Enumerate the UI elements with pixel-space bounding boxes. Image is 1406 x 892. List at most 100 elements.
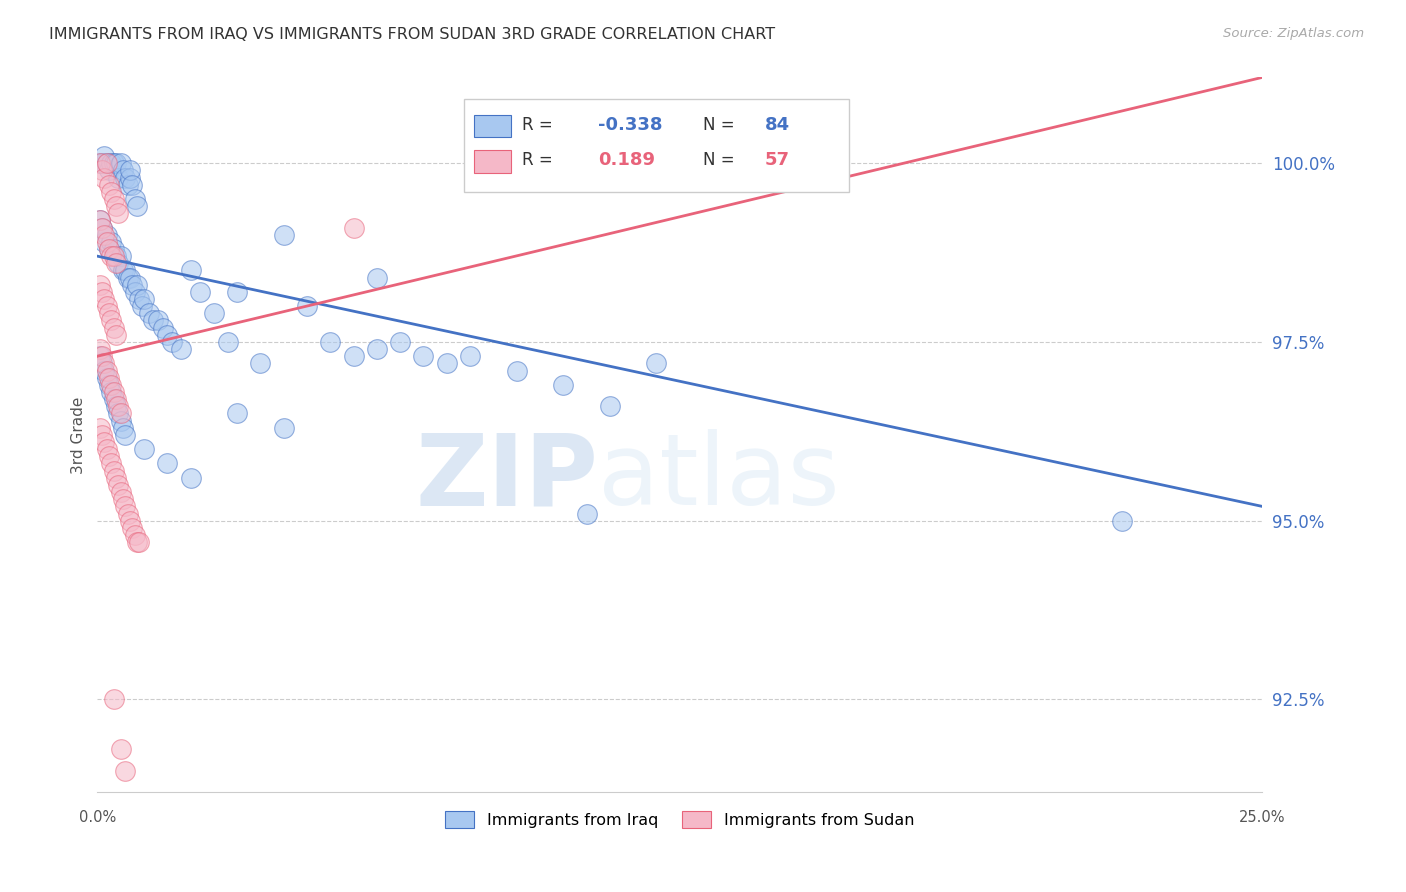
Point [180,263,202,277]
Point [98,242,121,256]
Point [100,235,122,249]
Point [100,313,122,327]
Point [188,285,211,299]
Point [575,507,598,521]
Point [249,356,271,370]
Point [89,421,111,435]
Point [103,242,125,256]
Point [100,377,122,392]
Point [138,306,160,320]
Point [96,235,118,249]
Text: IMMIGRANTS FROM IRAQ VS IMMIGRANTS FROM SUDAN 3RD GRADE CORRELATION CHART: IMMIGRANTS FROM IRAQ VS IMMIGRANTS FROM … [49,27,775,42]
Point [319,334,342,349]
Point [93,435,115,450]
Point [505,363,527,377]
Point [142,313,165,327]
Point [366,342,388,356]
Point [89,342,111,356]
Point [124,192,146,206]
Point [100,156,122,170]
Text: R =: R = [523,116,558,134]
Point [110,406,132,420]
Point [128,292,150,306]
Point [553,377,575,392]
Point [114,170,136,185]
Text: 0.189: 0.189 [598,152,655,169]
Point [93,292,115,306]
Point [89,277,111,292]
Point [98,306,121,320]
Point [125,199,148,213]
Point [104,399,127,413]
Text: 0.0%: 0.0% [79,810,115,825]
Point [93,149,115,163]
Point [104,156,127,170]
Point [98,242,121,256]
Point [100,457,122,471]
Point [104,256,127,270]
Point [110,249,132,263]
Point [156,327,179,342]
Point [103,692,125,706]
Text: Source: ZipAtlas.com: Source: ZipAtlas.com [1223,27,1364,40]
Point [98,163,121,178]
Point [103,384,125,399]
Point [107,170,129,185]
Point [121,277,143,292]
Text: -0.338: -0.338 [598,116,662,134]
Point [104,471,127,485]
Point [124,285,146,299]
Point [91,349,114,363]
Point [91,163,114,178]
Point [93,356,115,370]
Point [91,220,114,235]
Point [100,249,122,263]
Point [100,185,122,199]
Point [124,528,146,542]
Point [103,392,125,406]
Point [152,320,174,334]
Point [160,334,183,349]
Point [125,535,148,549]
Point [110,413,132,427]
Point [118,163,141,178]
Point [110,156,132,170]
Point [91,285,114,299]
Point [117,507,139,521]
Point [110,742,132,756]
Point [118,170,141,185]
Text: 25.0%: 25.0% [1239,810,1285,825]
Point [110,485,132,500]
Point [342,220,364,235]
Point [273,227,295,242]
Point [96,227,118,242]
Text: 84: 84 [765,116,790,134]
Point [114,764,136,778]
Point [132,442,155,457]
Text: atlas: atlas [598,429,839,526]
Point [104,199,127,213]
Point [98,178,121,192]
Text: 57: 57 [765,152,790,169]
Point [107,478,129,492]
Point [91,156,114,170]
Point [91,220,114,235]
Point [226,285,249,299]
Point [458,349,481,363]
Point [436,356,458,370]
Point [121,178,143,192]
Point [117,178,139,192]
Point [125,277,148,292]
Point [111,163,134,178]
Point [96,442,118,457]
Point [96,370,118,384]
Point [103,249,125,263]
Point [104,392,127,406]
Point [103,464,125,478]
Point [104,327,127,342]
Text: N =: N = [703,152,740,169]
Point [104,249,127,263]
Point [93,363,115,377]
Bar [474,151,510,173]
Point [107,399,129,413]
